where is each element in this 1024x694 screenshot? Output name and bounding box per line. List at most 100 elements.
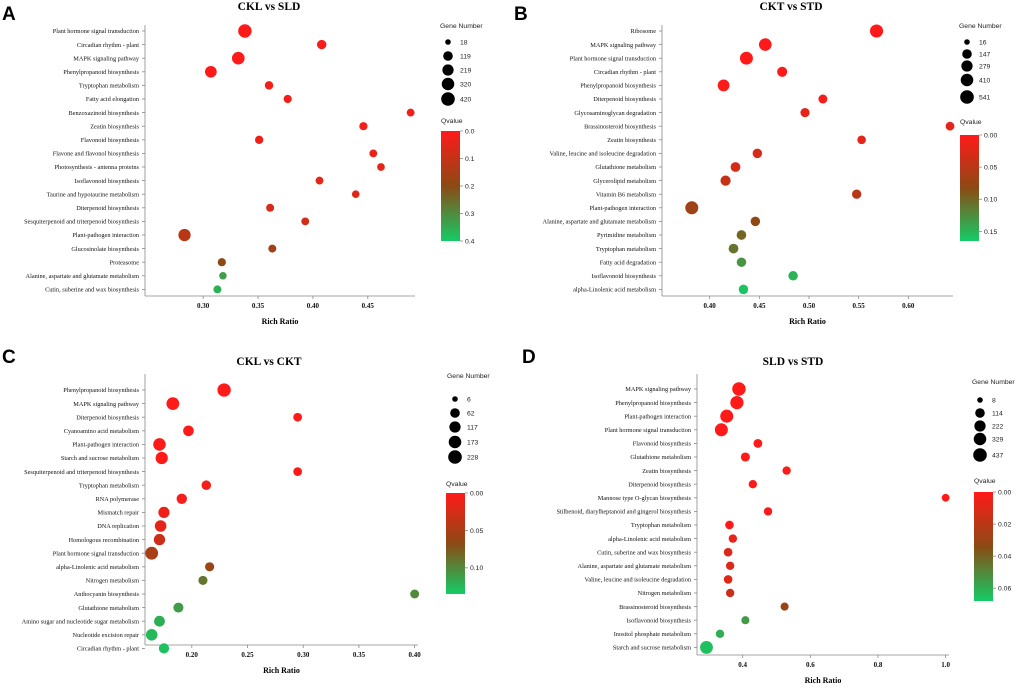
size-legend-dot bbox=[974, 420, 986, 432]
y-category-label: Pyrimidine metabolism bbox=[597, 232, 656, 239]
size-legend-label: 279 bbox=[979, 63, 991, 70]
size-legend-dot bbox=[973, 432, 987, 446]
data-point bbox=[158, 643, 170, 654]
color-legend-label: 0.02 bbox=[998, 521, 1011, 528]
data-point bbox=[730, 395, 744, 410]
color-legend-label: 0.0 bbox=[465, 128, 475, 135]
x-tick-label: 0.4 bbox=[738, 661, 747, 669]
data-point bbox=[145, 629, 158, 641]
x-axis-label: Rich Ratio bbox=[262, 317, 299, 326]
y-category-label: Alanine, aspartate and glutamate metabol… bbox=[543, 219, 657, 226]
y-category-label: Diterpenoid biosynthesis bbox=[76, 414, 139, 421]
x-tick-label: 0.35 bbox=[353, 651, 366, 659]
data-point bbox=[377, 163, 385, 171]
data-point bbox=[316, 39, 327, 50]
y-category-label: Flavone and flavonol biosynthesis bbox=[53, 151, 140, 158]
color-legend-bar bbox=[441, 131, 460, 241]
data-point bbox=[158, 506, 170, 518]
x-tick-label: 0.45 bbox=[753, 302, 766, 310]
size-legend-label: 320 bbox=[460, 81, 472, 88]
chart-title: CKL vs SLD bbox=[238, 1, 301, 13]
size-legend-dot bbox=[450, 408, 460, 418]
panel-letter: A bbox=[2, 4, 16, 25]
data-point bbox=[293, 412, 303, 422]
panel-A: A CKL vs SLD 0.30 0.35 0.40 0.45 Rich Ratio Pla… bbox=[2, 1, 483, 326]
chart-title: CKL vs CKT bbox=[236, 356, 302, 368]
y-category-label: Tryptophan metabolism bbox=[631, 522, 691, 529]
data-point bbox=[178, 228, 191, 242]
y-category-label: Zeatin biosynthesis bbox=[642, 468, 691, 475]
size-legend-dot bbox=[975, 408, 985, 418]
color-legend-label: 0.15 bbox=[984, 229, 997, 236]
y-category-label: Valine, leucine and isoleucine degradati… bbox=[550, 151, 657, 158]
y-category-label: Plant hormone signal transduction bbox=[53, 28, 140, 35]
size-legend-title: Gene Number bbox=[959, 23, 1002, 30]
data-point bbox=[720, 175, 731, 186]
panel-D: D SLD vs STD 0.4 0.6 0.8 1.0 Rich Ratio MAPK si… bbox=[522, 347, 1015, 685]
y-category-label: Tryptophan metabolism bbox=[79, 482, 139, 489]
size-legend-dot bbox=[962, 49, 972, 59]
size-legend-dot bbox=[961, 60, 973, 72]
y-category-label: Proteasome bbox=[110, 259, 140, 266]
data-point bbox=[730, 162, 741, 172]
size-legend-dot bbox=[441, 92, 455, 106]
data-point bbox=[723, 547, 733, 557]
y-category-label: Flavonoid biosynthesis bbox=[633, 441, 692, 448]
size-legend-dot bbox=[973, 448, 987, 462]
color-legend-label: 0.05 bbox=[470, 528, 483, 535]
color-legend-label: 0.04 bbox=[998, 554, 1011, 561]
y-category-label: MAPK signaling pathway bbox=[73, 401, 140, 408]
y-category-label: Glucosinolate biosynthesis bbox=[71, 246, 139, 253]
size-legend-label: 410 bbox=[979, 77, 991, 84]
data-point bbox=[201, 480, 212, 490]
data-point bbox=[740, 452, 750, 462]
y-category-label: Inositol phosphate metabolism bbox=[614, 631, 691, 638]
data-point bbox=[869, 24, 884, 38]
data-point bbox=[145, 546, 159, 560]
size-legend-label: 6 bbox=[467, 396, 471, 403]
y-category-label: Stilbenoid, diarylheptanoid and gingerol… bbox=[557, 509, 692, 516]
y-category-label: Fatty acid elongation bbox=[86, 96, 140, 103]
color-legend-title: Qvalue bbox=[441, 118, 463, 125]
data-point bbox=[685, 201, 699, 215]
x-tick-label: 1.0 bbox=[941, 661, 950, 669]
x-tick-label: 0.35 bbox=[252, 302, 265, 310]
data-point bbox=[264, 81, 274, 90]
size-legend-label: 541 bbox=[979, 94, 991, 101]
y-category-label: alpha-Linolenic acid metabolism bbox=[56, 564, 139, 571]
data-point bbox=[700, 640, 713, 654]
color-legend-label: 0.06 bbox=[998, 586, 1011, 593]
y-category-label: alpha-Linolenic acid metabolism bbox=[573, 287, 656, 294]
y-category-label: alpha-Linolenic acid metabolism bbox=[608, 536, 691, 543]
y-category-label: Anthocyanin biosynthesis bbox=[74, 591, 140, 598]
y-category-label: Mannose type O-glycan biosynthesis bbox=[598, 495, 692, 502]
y-category-label: Plant hormone signal transduction bbox=[570, 55, 657, 62]
y-category-label: Vitamin B6 metabolism bbox=[596, 191, 656, 198]
size-legend-dot bbox=[448, 435, 462, 449]
data-point bbox=[763, 507, 773, 516]
y-category-label: Diterpenoid biosynthesis bbox=[76, 205, 139, 212]
x-tick-label: 0.20 bbox=[186, 651, 199, 659]
data-point bbox=[231, 51, 245, 65]
color-legend-label: 0.10 bbox=[470, 565, 483, 572]
size-legend-dot bbox=[448, 450, 462, 464]
data-point bbox=[788, 271, 798, 281]
data-point bbox=[219, 272, 227, 280]
color-legend-label: 0.3 bbox=[465, 211, 475, 218]
y-category-label: Glutathione metabolism bbox=[630, 454, 691, 461]
color-legend-title: Qvalue bbox=[974, 478, 996, 485]
data-point bbox=[359, 122, 368, 131]
size-legend-label: 219 bbox=[460, 67, 472, 74]
y-category-label: Circadian rhythm - plant bbox=[594, 69, 656, 76]
y-category-label: Starch and sucrose metabolism bbox=[613, 645, 691, 652]
y-category-label: Fatty acid degradation bbox=[600, 259, 657, 266]
data-point bbox=[818, 94, 828, 104]
y-category-label: Starch and sucrose metabolism bbox=[61, 455, 139, 462]
data-point bbox=[410, 589, 420, 599]
x-tick-label: 0.8 bbox=[874, 661, 883, 669]
size-legend-dot bbox=[441, 77, 455, 91]
y-category-label: Cyanoamino acid metabolism bbox=[64, 428, 139, 435]
data-point bbox=[782, 466, 791, 475]
data-point bbox=[154, 520, 167, 532]
